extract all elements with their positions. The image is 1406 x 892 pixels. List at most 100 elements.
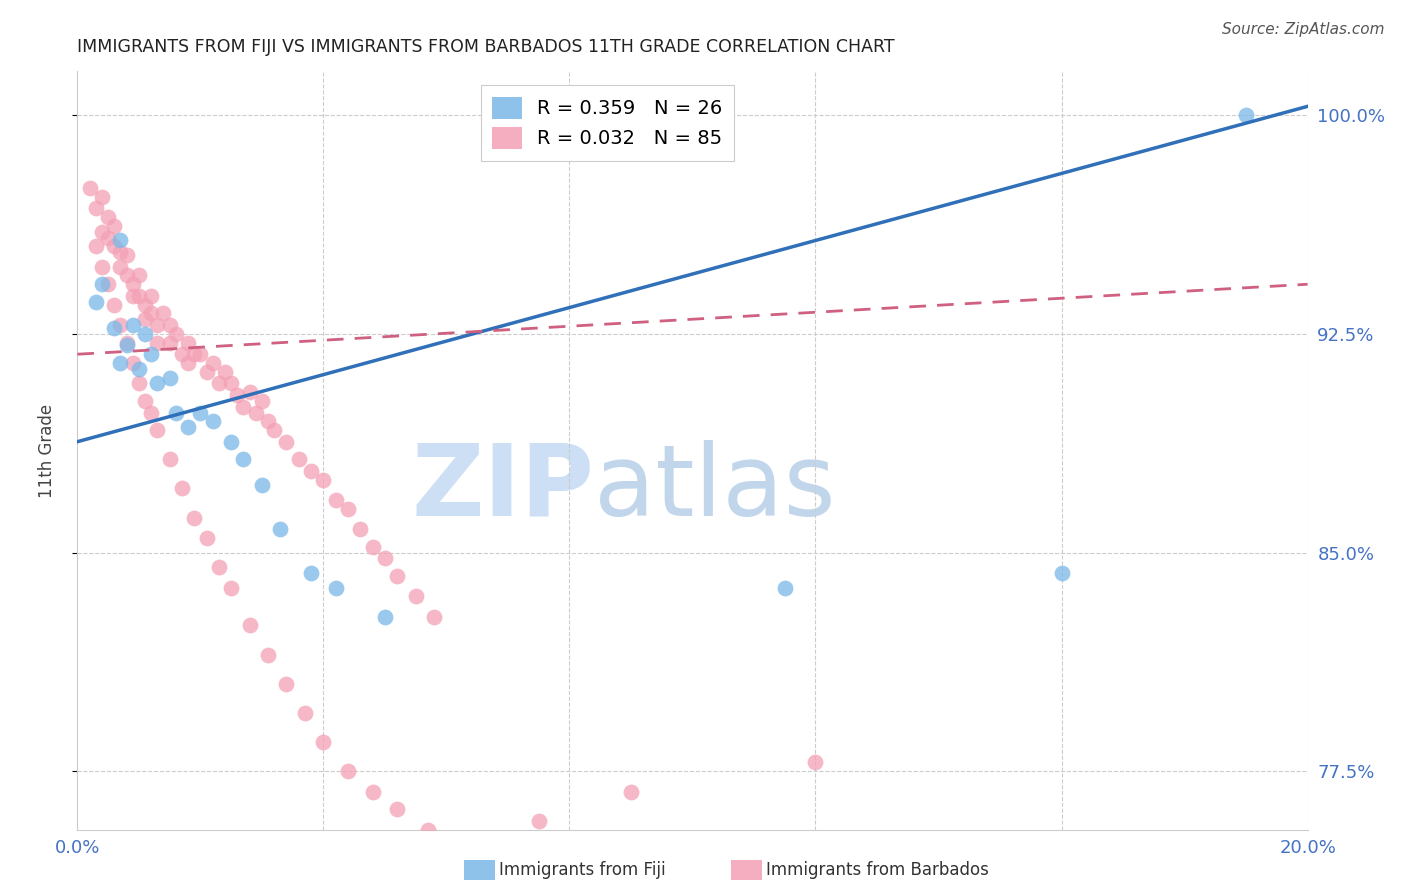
Point [226,388,249,402]
Point [183,510,205,524]
Point [804,756,827,770]
Text: Immigrants from Fiji: Immigrants from Fiji [499,861,666,879]
Point [337,501,360,516]
Point [141,347,163,361]
Point [90,190,114,204]
Point [121,356,143,370]
Point [294,706,316,720]
Point [299,464,322,478]
Point [141,306,163,320]
Point [183,347,205,361]
Point [208,376,231,391]
Point [325,581,347,595]
Point [1234,108,1257,122]
Point [110,356,132,370]
Point [134,326,156,341]
Point [620,785,643,799]
Point [188,347,212,361]
Point [257,648,280,662]
Point [195,365,218,379]
Point [201,414,224,428]
Point [115,338,138,352]
Point [159,452,181,467]
Point [90,277,114,292]
Point [269,522,291,536]
Point [128,376,150,391]
Text: atlas: atlas [595,440,835,537]
Point [773,581,796,595]
Point [312,735,335,749]
Point [188,405,212,419]
Point [239,618,262,632]
Point [165,405,187,419]
Point [325,493,347,508]
Point [361,785,384,799]
Point [177,420,200,434]
Point [110,260,132,274]
Point [134,298,156,312]
Point [219,581,242,595]
Point [128,289,150,303]
Point [141,289,163,303]
Point [115,268,138,283]
Point [97,210,120,224]
Point [170,481,193,495]
Point [245,405,267,419]
Point [103,298,125,312]
Point [416,822,439,837]
Point [214,365,236,379]
Point [374,609,396,624]
Point [146,335,169,350]
Point [134,312,156,326]
Point [110,318,132,332]
Point [121,289,143,303]
Text: Source: ZipAtlas.com: Source: ZipAtlas.com [1222,22,1385,37]
Point [374,551,396,566]
Point [423,609,446,624]
Point [177,335,200,350]
Point [159,370,181,384]
Point [208,560,231,574]
Point [79,181,101,195]
Point [385,802,409,816]
Point [159,318,181,332]
Point [152,306,174,320]
Point [263,423,285,437]
Point [276,434,298,449]
Text: Immigrants from Barbados: Immigrants from Barbados [766,861,990,879]
Point [337,764,360,779]
Point [288,452,311,467]
Point [447,843,470,857]
Point [405,589,427,603]
Point [84,202,107,216]
Point [134,393,156,408]
Point [250,393,273,408]
Legend: R = 0.359   N = 26, R = 0.032   N = 85: R = 0.359 N = 26, R = 0.032 N = 85 [481,85,734,161]
Point [239,385,262,400]
Point [201,356,224,370]
Point [219,376,242,391]
Point [170,347,193,361]
Point [527,814,550,828]
Point [146,318,169,332]
Point [159,335,181,350]
Point [110,245,132,260]
Point [1050,566,1073,580]
Point [361,540,384,554]
Point [128,268,150,283]
Point [97,230,120,244]
Point [219,434,242,449]
Point [90,225,114,239]
Point [141,405,163,419]
Point [84,239,107,253]
Point [146,376,169,391]
Point [257,414,280,428]
Point [103,321,125,335]
Point [128,361,150,376]
Point [177,356,200,370]
Point [103,219,125,233]
Point [121,277,143,292]
Point [121,318,143,332]
Point [103,239,125,253]
Text: IMMIGRANTS FROM FIJI VS IMMIGRANTS FROM BARBADOS 11TH GRADE CORRELATION CHART: IMMIGRANTS FROM FIJI VS IMMIGRANTS FROM … [77,38,896,56]
